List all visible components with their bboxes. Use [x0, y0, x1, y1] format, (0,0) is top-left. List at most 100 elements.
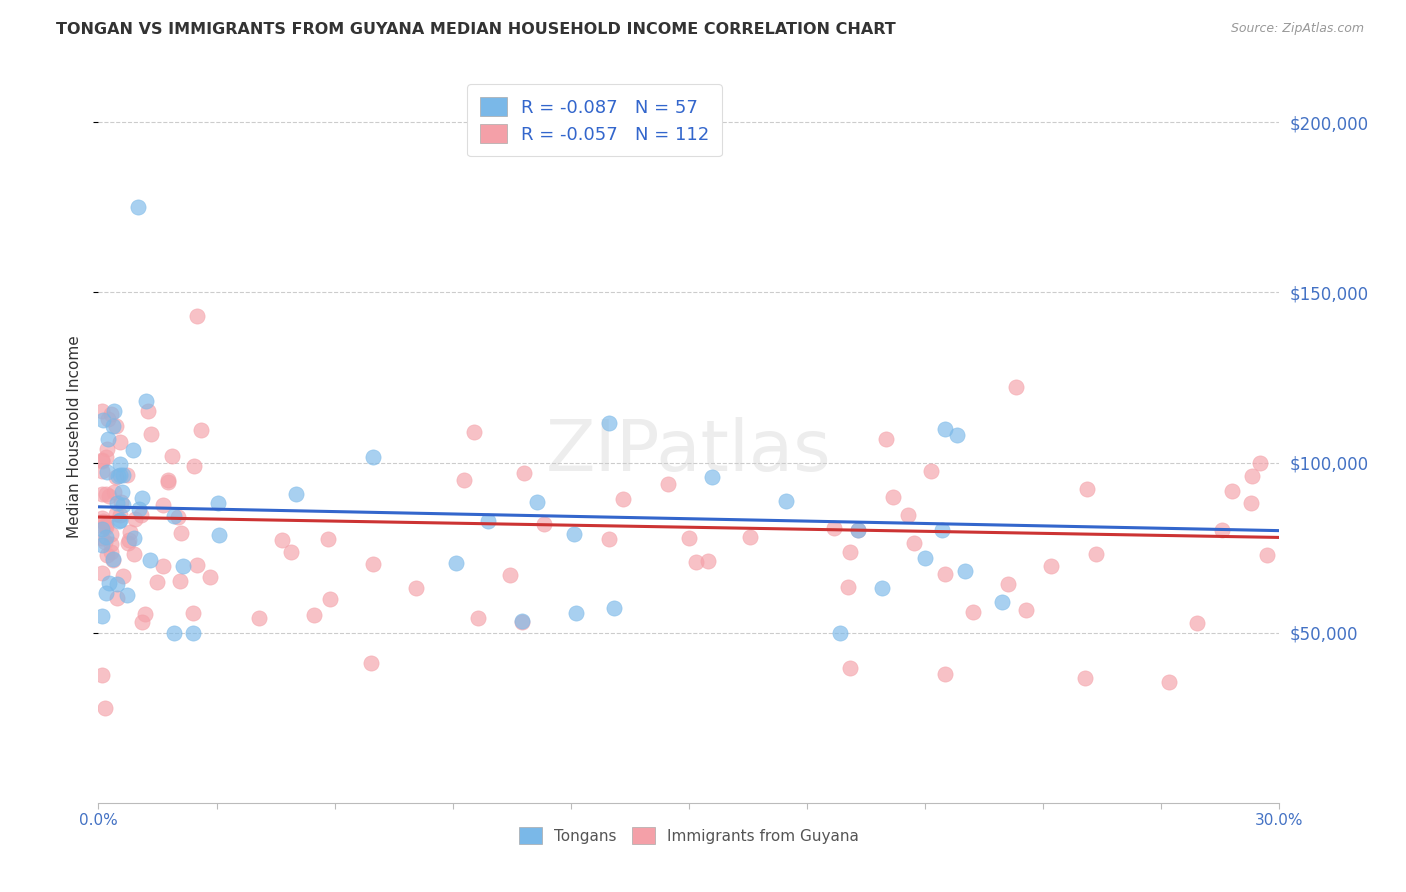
Point: [131, 615, 153, 630]
Point: [103, 404, 125, 418]
Point: [91, 522, 114, 536]
Point: [163, 625, 186, 640]
Point: [117, 468, 139, 483]
Point: [94, 520, 117, 534]
Point: [163, 509, 186, 524]
Point: [93, 514, 115, 528]
Point: [565, 606, 588, 620]
Point: [499, 567, 522, 582]
Point: [934, 421, 956, 435]
Point: [1076, 482, 1098, 496]
Point: [94, 530, 117, 544]
Point: [105, 418, 128, 433]
Point: [945, 428, 967, 442]
Point: [105, 507, 128, 521]
Point: [110, 495, 132, 509]
Point: [896, 508, 918, 522]
Point: [156, 473, 179, 487]
Point: [122, 547, 145, 561]
Point: [103, 485, 125, 500]
Point: [91, 403, 114, 417]
Point: [316, 533, 339, 547]
Point: [131, 508, 153, 522]
Point: [91, 413, 114, 427]
Point: [91, 453, 114, 467]
Point: [138, 553, 160, 567]
Point: [875, 432, 897, 446]
Point: [1256, 548, 1278, 562]
Point: [93, 519, 115, 533]
Point: [657, 477, 679, 491]
Point: [100, 545, 122, 559]
Point: [124, 512, 146, 526]
Point: [280, 545, 302, 559]
Point: [953, 565, 976, 579]
Point: [1220, 483, 1243, 498]
Point: [533, 516, 555, 531]
Point: [91, 566, 114, 580]
Point: [160, 449, 183, 463]
Point: [1157, 674, 1180, 689]
Point: [1211, 523, 1233, 537]
Point: [96, 442, 118, 456]
Point: [97, 432, 120, 446]
Point: [139, 427, 162, 442]
Point: [477, 515, 499, 529]
Point: [181, 625, 204, 640]
Point: [157, 475, 180, 490]
Point: [360, 656, 382, 670]
Point: [1040, 558, 1063, 573]
Point: [678, 531, 700, 545]
Point: [101, 551, 124, 566]
Point: [91, 538, 114, 552]
Point: [131, 491, 153, 505]
Point: [510, 614, 533, 628]
Point: [100, 407, 122, 421]
Point: [1014, 603, 1036, 617]
Point: [846, 524, 869, 538]
Point: [828, 625, 851, 640]
Point: [169, 574, 191, 589]
Point: [603, 601, 626, 615]
Point: [186, 310, 208, 324]
Point: [117, 588, 139, 602]
Point: [510, 615, 533, 629]
Point: [870, 581, 893, 595]
Point: [598, 533, 620, 547]
Point: [823, 521, 845, 535]
Point: [105, 496, 128, 510]
Y-axis label: Median Household Income: Median Household Income: [67, 335, 83, 539]
Point: [91, 487, 114, 501]
Text: TONGAN VS IMMIGRANTS FROM GUYANA MEDIAN HOUSEHOLD INCOME CORRELATION CHART: TONGAN VS IMMIGRANTS FROM GUYANA MEDIAN …: [56, 22, 896, 37]
Point: [513, 466, 536, 480]
Point: [134, 607, 156, 621]
Point: [94, 586, 117, 600]
Point: [94, 700, 117, 714]
Point: [138, 404, 160, 418]
Point: [111, 569, 134, 583]
Point: [934, 566, 956, 581]
Point: [117, 535, 139, 549]
Text: Source: ZipAtlas.com: Source: ZipAtlas.com: [1230, 22, 1364, 36]
Point: [848, 523, 870, 537]
Point: [903, 536, 925, 550]
Point: [98, 489, 121, 503]
Point: [94, 535, 117, 549]
Point: [882, 491, 904, 505]
Point: [96, 465, 118, 479]
Point: [166, 509, 188, 524]
Point: [117, 533, 139, 548]
Point: [962, 605, 984, 619]
Legend: Tongans, Immigrants from Guyana: Tongans, Immigrants from Guyana: [513, 822, 865, 850]
Point: [122, 442, 145, 457]
Point: [183, 458, 205, 473]
Point: [100, 526, 122, 541]
Text: ZIPatlas: ZIPatlas: [546, 417, 832, 486]
Point: [181, 606, 204, 620]
Point: [91, 511, 114, 525]
Point: [128, 502, 150, 516]
Point: [1240, 469, 1263, 483]
Point: [145, 574, 167, 589]
Point: [152, 499, 174, 513]
Point: [98, 575, 121, 590]
